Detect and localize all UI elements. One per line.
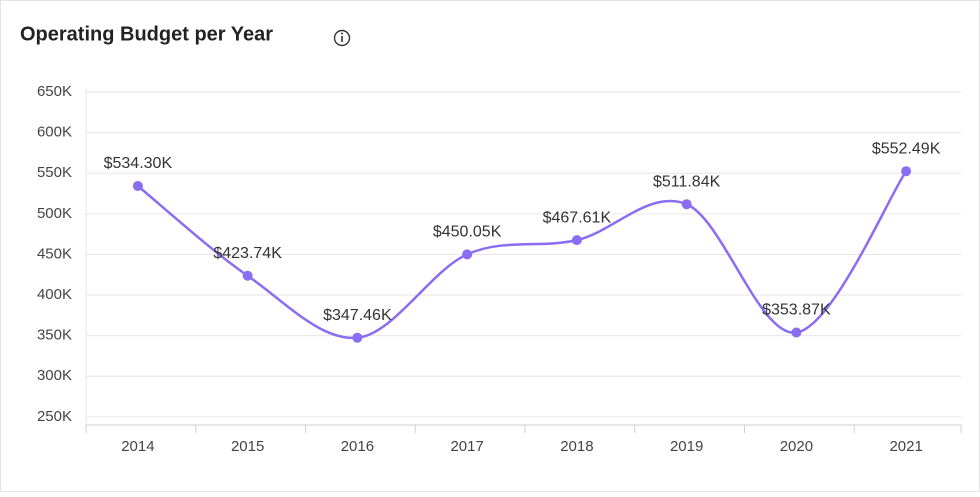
point [791,327,802,338]
x-tick-label: 2015 [231,438,264,455]
x-tick-label: 2021 [889,438,922,455]
info-icon[interactable] [333,29,351,47]
point [352,332,363,343]
y-tick-label: 400K [37,286,72,303]
x-tick-label: 2017 [450,438,483,455]
point [132,180,143,191]
x-tick-label: 2020 [780,438,813,455]
value-label: $552.49K [872,140,941,157]
x-tick-label: 2019 [670,438,703,455]
value-label: $534.30K [104,155,173,172]
value-label: $347.46K [323,307,392,324]
point [901,166,912,177]
y-tick-label: 600K [37,124,72,141]
y-tick-label: 500K [37,205,72,222]
x-tick-label: 2018 [560,438,593,455]
value-label: $423.74K [213,245,282,262]
chart-title: Operating Budget per Year [20,23,273,45]
y-tick-label: 650K [37,83,72,100]
value-label: $511.84K [653,173,721,190]
value-label: $353.87K [762,302,831,319]
point [571,235,582,246]
point [681,199,692,210]
point [462,249,473,260]
y-tick-label: 450K [37,245,72,262]
y-tick-label: 300K [37,367,72,384]
y-tick-label: 550K [37,164,72,181]
x-tick-label: 2014 [121,438,154,455]
value-label: $467.61K [543,209,612,226]
x-tick-label: 2016 [341,438,374,455]
y-tick-label: 250K [37,408,72,425]
y-tick-label: 350K [37,327,72,344]
value-label: $450.05K [433,224,502,241]
point [242,270,253,281]
